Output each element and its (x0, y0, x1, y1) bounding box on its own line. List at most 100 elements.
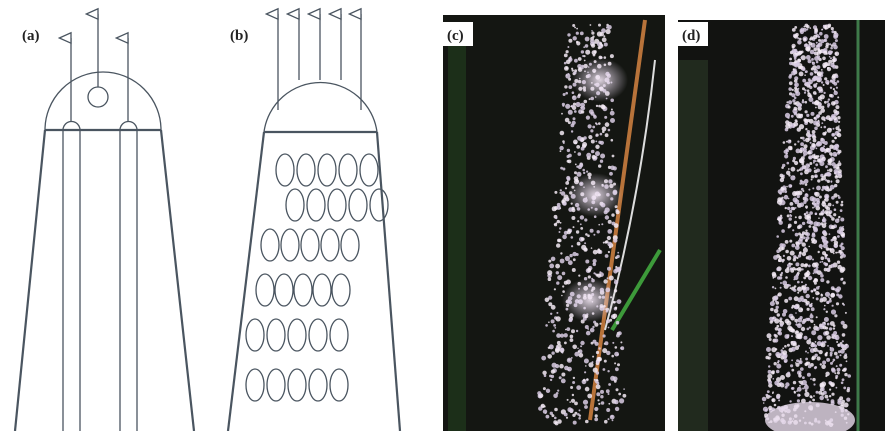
bubble (583, 400, 588, 405)
bubble (823, 186, 827, 190)
bubble (814, 52, 816, 54)
bubble (836, 387, 838, 389)
bubble (837, 252, 839, 254)
bubble (617, 354, 619, 356)
bubble (819, 196, 822, 199)
bubble (607, 229, 612, 234)
bubble (576, 145, 580, 149)
bubble (554, 408, 558, 412)
bubble (791, 50, 794, 53)
bubble (595, 145, 599, 149)
bubble (826, 335, 831, 340)
bubble (590, 24, 592, 26)
bubble (615, 367, 619, 371)
bubble (788, 184, 792, 188)
bubble (812, 378, 815, 381)
bubble (785, 319, 790, 324)
bubble (815, 160, 817, 162)
bubble (550, 313, 552, 315)
bubble (836, 302, 839, 305)
bubble (830, 293, 835, 298)
bubble (586, 116, 590, 120)
bubble (546, 389, 550, 393)
bubble (824, 263, 827, 266)
bubble (572, 24, 575, 27)
bubble (813, 268, 818, 273)
bubble (830, 352, 833, 355)
bubble (827, 103, 830, 106)
bubble (583, 46, 585, 48)
bubble (806, 301, 810, 305)
bubble (554, 327, 556, 329)
bubble (795, 191, 800, 196)
bubble (802, 79, 806, 83)
bubble (565, 329, 567, 331)
bubble (834, 144, 839, 149)
bubble (789, 140, 791, 142)
bubble (814, 56, 819, 61)
bubble (577, 220, 579, 222)
bubble (832, 248, 834, 250)
bubble (566, 50, 569, 53)
bubble (810, 222, 812, 224)
bubble (840, 267, 845, 272)
bubble (843, 304, 845, 306)
bubble (817, 155, 819, 157)
bubble (823, 84, 825, 86)
bubble (812, 187, 814, 189)
bubble (807, 151, 811, 155)
bubble (804, 247, 806, 249)
bubble (803, 144, 807, 148)
bubble (833, 109, 837, 113)
bubble (812, 234, 816, 238)
bubble (821, 256, 825, 260)
bubble (567, 33, 570, 36)
bubble (818, 36, 820, 38)
bubble (602, 126, 607, 131)
bubble (791, 369, 794, 372)
bubble (560, 222, 562, 224)
bubble (824, 34, 829, 39)
bubble (805, 358, 808, 361)
bubble (842, 226, 844, 228)
bubble (596, 379, 598, 381)
bubble (610, 54, 614, 58)
bubble (568, 110, 573, 115)
bubble (780, 287, 782, 289)
bubble (813, 84, 817, 88)
bubble (832, 59, 836, 63)
bubble (816, 142, 821, 147)
bubble (791, 207, 794, 210)
bubble (831, 101, 836, 106)
bubble (810, 378, 812, 380)
bubble (796, 322, 798, 324)
bubble (797, 169, 799, 171)
bubble (597, 274, 601, 278)
bubble (567, 149, 570, 152)
bubble (608, 220, 612, 224)
bubble (620, 346, 624, 350)
bubble (833, 88, 835, 90)
bubble (802, 321, 806, 325)
bubble (812, 62, 815, 65)
bubble (787, 256, 792, 261)
bubble (823, 326, 827, 330)
bubble (814, 29, 818, 33)
bubble (789, 210, 792, 213)
bubble (804, 74, 806, 76)
bubble (827, 301, 830, 304)
bubble (591, 247, 593, 249)
bubble (603, 242, 605, 244)
bubble (560, 259, 565, 264)
bubble (813, 25, 817, 29)
bubble (791, 93, 795, 97)
bubble (599, 323, 601, 325)
bubble (818, 286, 820, 288)
bubble-outline (256, 274, 274, 306)
bubble (781, 259, 783, 261)
bubble (594, 379, 596, 381)
bubble (782, 313, 786, 317)
bubble (832, 134, 834, 136)
bubble (805, 128, 807, 130)
bubble (557, 390, 559, 392)
